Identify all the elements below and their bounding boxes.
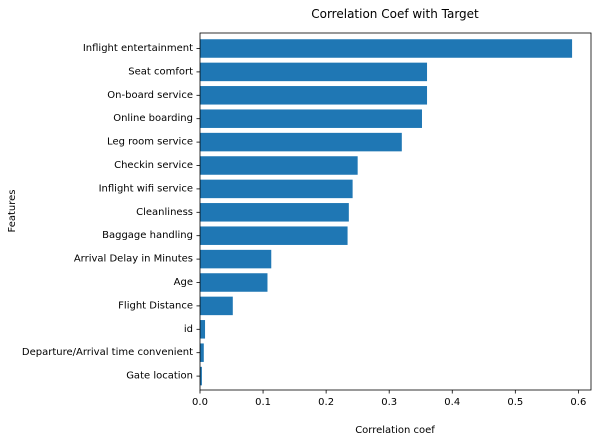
x-tick-label-3: 0.3 (381, 397, 397, 408)
y-tick-label-3: Online boarding (113, 113, 193, 124)
x-tick-label-6: 0.6 (570, 397, 586, 408)
x-ticks-group: 0.0 0.1 0.2 0.3 0.4 0.5 0.6 (192, 390, 586, 408)
bar-8 (200, 226, 348, 245)
bar-13 (200, 343, 204, 362)
chart-title: Correlation Coef with Target (311, 7, 479, 21)
x-tick-label-2: 0.2 (318, 397, 334, 408)
x-tick-label-1: 0.1 (255, 397, 271, 408)
y-tick-label-9: Arrival Delay in Minutes (74, 254, 193, 265)
y-tick-label-13: Departure/Arrival time convenient (22, 347, 193, 358)
y-ticks-group: Inflight entertainment Seat comfort On-boa… (22, 43, 200, 382)
plot-frame (199, 32, 592, 391)
y-axis-label: Features (7, 190, 18, 233)
bar-6 (200, 179, 353, 199)
y-tick-label-7: Cleanliness (136, 207, 193, 218)
y-tick-label-12: id (184, 324, 193, 335)
x-axis-label: Correlation coef (355, 425, 435, 436)
bar-5 (200, 156, 358, 175)
bar-0 (200, 39, 573, 58)
bar-7 (200, 203, 349, 222)
bar-10 (200, 273, 268, 292)
y-tick-label-4: Leg room service (107, 137, 193, 148)
y-tick-label-2: On-board service (107, 90, 193, 101)
y-tick-label-6: Inflight wifi service (99, 183, 193, 194)
y-tick-label-14: Gate location (126, 371, 193, 382)
y-tick-label-5: Checkin service (114, 160, 193, 171)
x-tick-label-5: 0.5 (507, 397, 523, 408)
x-tick-label-4: 0.4 (444, 397, 460, 408)
y-tick-label-0: Inflight entertainment (83, 43, 193, 54)
bar-2 (200, 86, 428, 105)
bars-group (200, 39, 573, 386)
y-tick-label-1: Seat comfort (128, 66, 193, 77)
bar-11 (200, 296, 233, 316)
y-tick-label-10: Age (174, 277, 193, 288)
bar-1 (200, 62, 428, 82)
bar-3 (200, 109, 422, 128)
bar-14 (200, 366, 202, 386)
y-tick-label-8: Baggage handling (102, 230, 193, 241)
bar-9 (200, 249, 272, 269)
bar-12 (200, 320, 206, 339)
bar-4 (200, 132, 402, 152)
y-tick-label-11: Flight Distance (118, 300, 193, 311)
x-tick-label-0: 0.0 (192, 397, 208, 408)
